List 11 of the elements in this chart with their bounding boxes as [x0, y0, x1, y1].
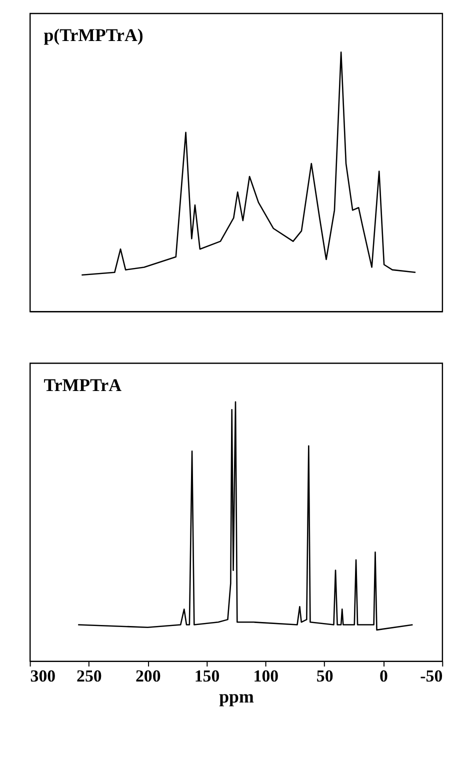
x-tick-label: 150: [194, 666, 220, 686]
x-tick-label: 300: [30, 666, 56, 686]
x-tick-label: 100: [253, 666, 279, 686]
x-tick-label: 200: [135, 666, 161, 686]
x-tick-label: 50: [316, 666, 334, 686]
text: TrMPTrA: [44, 374, 122, 395]
x-tick-label: -50: [420, 666, 443, 686]
x-axis-title: ppm: [219, 686, 254, 706]
x-tick-label: 250: [76, 666, 102, 686]
x-tick-label: 0: [380, 666, 388, 686]
text: p(TrMPTrA): [44, 25, 144, 46]
